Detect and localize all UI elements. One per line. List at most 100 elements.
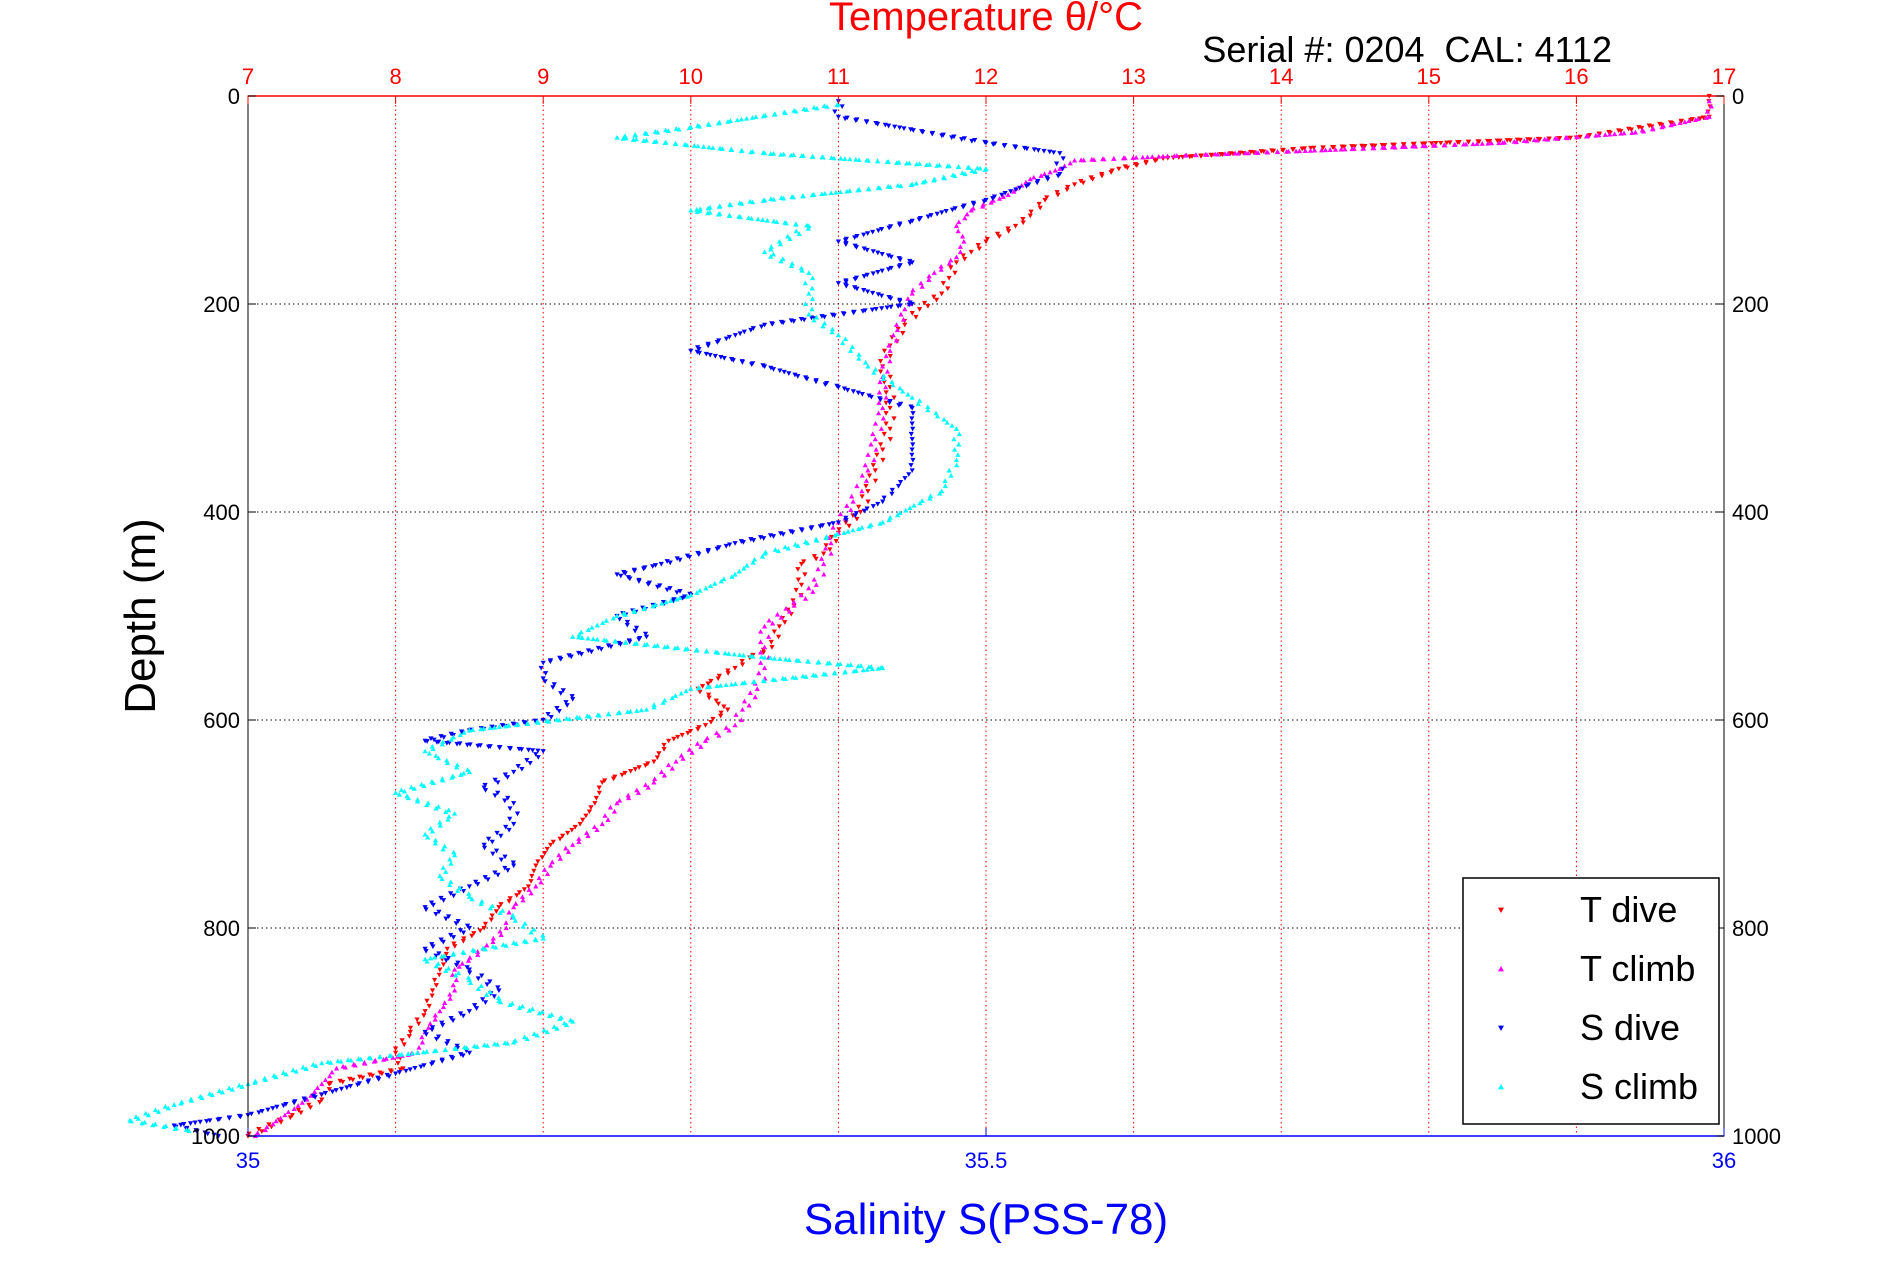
data-point: [893, 337, 899, 343]
data-point: [254, 1130, 261, 1136]
data-point: [829, 534, 835, 540]
data-point: [599, 780, 605, 785]
data-point: [770, 534, 777, 539]
data-point: [485, 877, 491, 883]
data-point: [877, 359, 884, 364]
data-point: [859, 392, 865, 397]
data-point: [881, 373, 887, 378]
data-point: [848, 348, 854, 353]
data-point: [273, 1118, 279, 1124]
data-point: [783, 220, 789, 226]
data-point: [804, 376, 810, 382]
data-point: [777, 656, 783, 662]
data-point: [454, 762, 460, 768]
data-point: [466, 925, 472, 931]
data-point: [563, 1022, 570, 1028]
data-point: [866, 523, 872, 529]
data-point: [715, 701, 722, 707]
data-point: [440, 1022, 446, 1028]
data-point: [793, 108, 799, 114]
data-point: [732, 722, 738, 728]
data-point: [877, 397, 884, 403]
data-point: [440, 777, 446, 783]
data-point: [780, 320, 786, 326]
data-point: [956, 219, 962, 225]
data-point: [1011, 189, 1017, 194]
data-point: [896, 264, 902, 270]
data-point: [449, 774, 455, 780]
data-point: [424, 958, 430, 964]
data-point: [457, 928, 464, 933]
data-point: [831, 313, 837, 319]
data-point: [916, 307, 923, 312]
data-point: [758, 660, 764, 665]
data-point: [766, 617, 772, 623]
data-point: [750, 679, 757, 685]
data-point: [852, 513, 858, 519]
data-point: [470, 727, 476, 732]
data-point: [651, 779, 657, 785]
data-point: [395, 1061, 401, 1066]
data-point: [423, 907, 429, 913]
data-point: [536, 875, 542, 881]
data-point: [437, 873, 443, 879]
data-point: [1149, 154, 1155, 159]
data-point: [953, 254, 960, 260]
data-point: [436, 951, 442, 957]
data-point: [887, 374, 893, 380]
data-point: [871, 457, 877, 463]
data-point: [436, 909, 442, 915]
data-point: [761, 536, 767, 541]
data-point: [855, 663, 861, 669]
data-point: [459, 961, 465, 966]
data-point: [803, 674, 809, 679]
data-point: [698, 744, 704, 749]
data-point: [908, 431, 914, 437]
data-point: [453, 962, 460, 968]
data-point: [1171, 153, 1177, 159]
data-point: [846, 523, 852, 529]
data-point: [824, 104, 830, 109]
data-point: [909, 421, 915, 427]
legend-label: S climb: [1580, 1066, 1698, 1107]
data-point: [841, 530, 847, 535]
data-point: [813, 673, 819, 678]
data-point: [513, 722, 520, 728]
data-point: [767, 655, 774, 661]
data-point: [669, 765, 675, 771]
data-point: [1628, 127, 1634, 133]
data-point: [484, 982, 490, 988]
data-point: [329, 1069, 335, 1075]
data-point: [697, 206, 703, 211]
data-point: [880, 447, 886, 453]
data-point: [1060, 166, 1066, 172]
data-point: [594, 827, 600, 833]
data-point: [712, 353, 718, 359]
data-point: [897, 125, 903, 131]
data-point: [502, 772, 508, 778]
data-point: [544, 846, 550, 852]
data-point: [871, 370, 877, 375]
data-point: [1618, 131, 1624, 136]
data-point: [1027, 213, 1033, 219]
data-point: [889, 379, 895, 385]
data-point: [529, 873, 535, 879]
data-point: [686, 554, 693, 560]
data-point: [486, 836, 492, 842]
data-point: [215, 1117, 221, 1123]
data-point: [398, 787, 405, 793]
data-point: [892, 124, 898, 130]
data-point: [259, 1108, 265, 1114]
data-point: [870, 290, 876, 296]
data-point: [531, 868, 537, 874]
data-point: [600, 620, 606, 626]
data-point: [854, 286, 860, 292]
data-point: [881, 379, 887, 385]
data-point: [1649, 124, 1655, 129]
data-point: [832, 532, 838, 538]
data-point: [350, 1077, 356, 1083]
data-point: [853, 156, 859, 162]
data-point: [1182, 152, 1188, 158]
data-point: [632, 609, 638, 614]
